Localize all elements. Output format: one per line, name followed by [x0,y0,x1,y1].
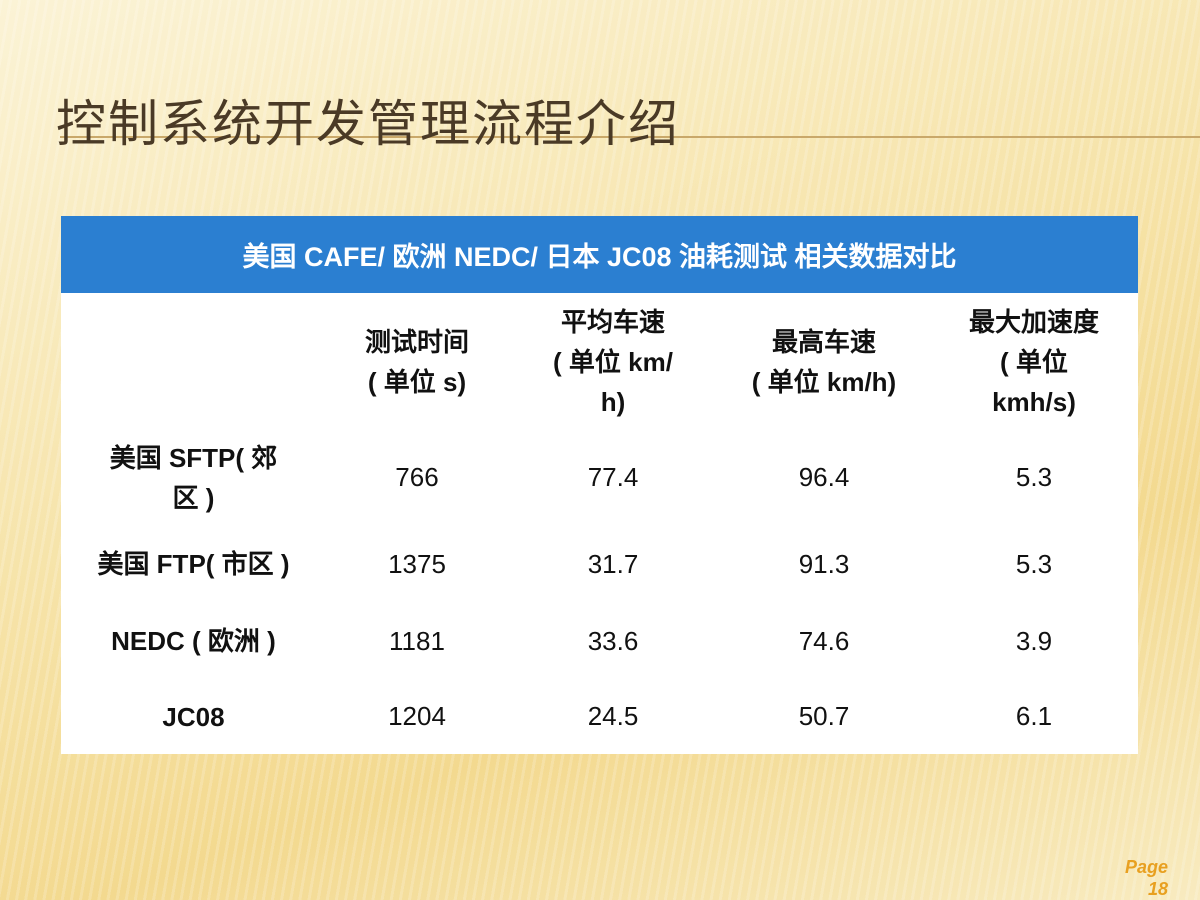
header-line: kmh/s) [992,386,1076,417]
page-label: Page [1124,857,1168,877]
table-row: JC08 1204 24.5 50.7 6.1 [61,679,1138,754]
table-cell: 1204 [388,701,446,731]
table-cell: 6.1 [1015,701,1053,731]
table-cell: 33.6 [587,625,639,656]
header-line: ( 单位 km/h) [751,366,897,397]
corner-cell [61,293,326,430]
column-header: 测试时间 ( 单位 s) [326,293,508,430]
column-header: 最高车速 ( 单位 km/h) [718,293,930,430]
row-label: JC08 [61,679,326,754]
label-line: JC08 [162,701,225,732]
column-header: 平均车速 ( 单位 km/h) [508,293,718,430]
table-panel: 美国 CAFE/ 欧洲 NEDC/ 日本 JC08 油耗测试 相关数据对比 测试… [61,216,1138,754]
header-line: ( 单位 [1000,346,1068,377]
data-table: 测试时间( 单位 s) 平均车速( 单位 km/h) 最高车速( 单位 km/h) 最… [61,293,1138,754]
table-cell: 50.7 [798,701,850,731]
header-line: 最高车速 [771,326,876,357]
column-header: 最大加速度 ( 单位 kmh/s) [930,293,1138,430]
header-line: 平均车速 [560,306,665,337]
header-row: 测试时间( 单位 s) 平均车速( 单位 km/h) 最高车速( 单位 km/h) 最… [61,293,1138,430]
table-cell: 24.5 [587,701,639,731]
table-caption: 美国 CAFE/ 欧洲 NEDC/ 日本 JC08 油耗测试 相关数据对比 [61,216,1138,293]
table-cell: 74.6 [798,625,850,656]
page-footer: Page 18 [1125,856,1168,900]
table-cell: 3.9 [1015,625,1053,656]
table-cell: 766 [395,462,439,492]
table-row: 美国 FTP( 市区 ) 1375 31.7 91.3 5.3 [61,525,1138,603]
table-cell: 1375 [388,548,446,579]
label-line: NEDC ( 欧洲 ) [111,626,276,656]
slide-title: 控制系统开发管理流程介绍 [56,96,680,152]
table-cell: 77.4 [587,462,639,492]
table-cell: 5.3 [1015,548,1053,579]
label-line: 美国 FTP( 市区 ) [97,549,290,579]
table-cell: 5.3 [1015,462,1053,492]
table-cell: 1181 [389,625,445,656]
header-line: ( 单位 s) [367,366,467,397]
row-label: 美国 SFTP( 郊区 ) [61,430,326,525]
row-label: NEDC ( 欧洲 ) [61,603,326,679]
table-row: NEDC ( 欧洲 ) 1181 33.6 74.6 3.9 [61,603,1138,679]
row-label: 美国 FTP( 市区 ) [61,525,326,603]
table-cell: 96.4 [798,462,850,492]
label-line: 美国 SFTP( 郊 [109,442,278,473]
table-cell: 31.7 [587,548,639,579]
header-line: h) [600,386,626,417]
table-cell: 91.3 [798,548,850,579]
header-line: ( 单位 km/ [553,346,673,377]
header-line: 最大加速度 [968,306,1099,337]
header-line: 测试时间 [364,326,469,357]
title-rule [60,136,1200,138]
table-row: 美国 SFTP( 郊区 ) 766 77.4 96.4 5.3 [61,430,1138,525]
page-number: 18 [1147,879,1168,899]
label-line: 区 ) [172,482,215,513]
